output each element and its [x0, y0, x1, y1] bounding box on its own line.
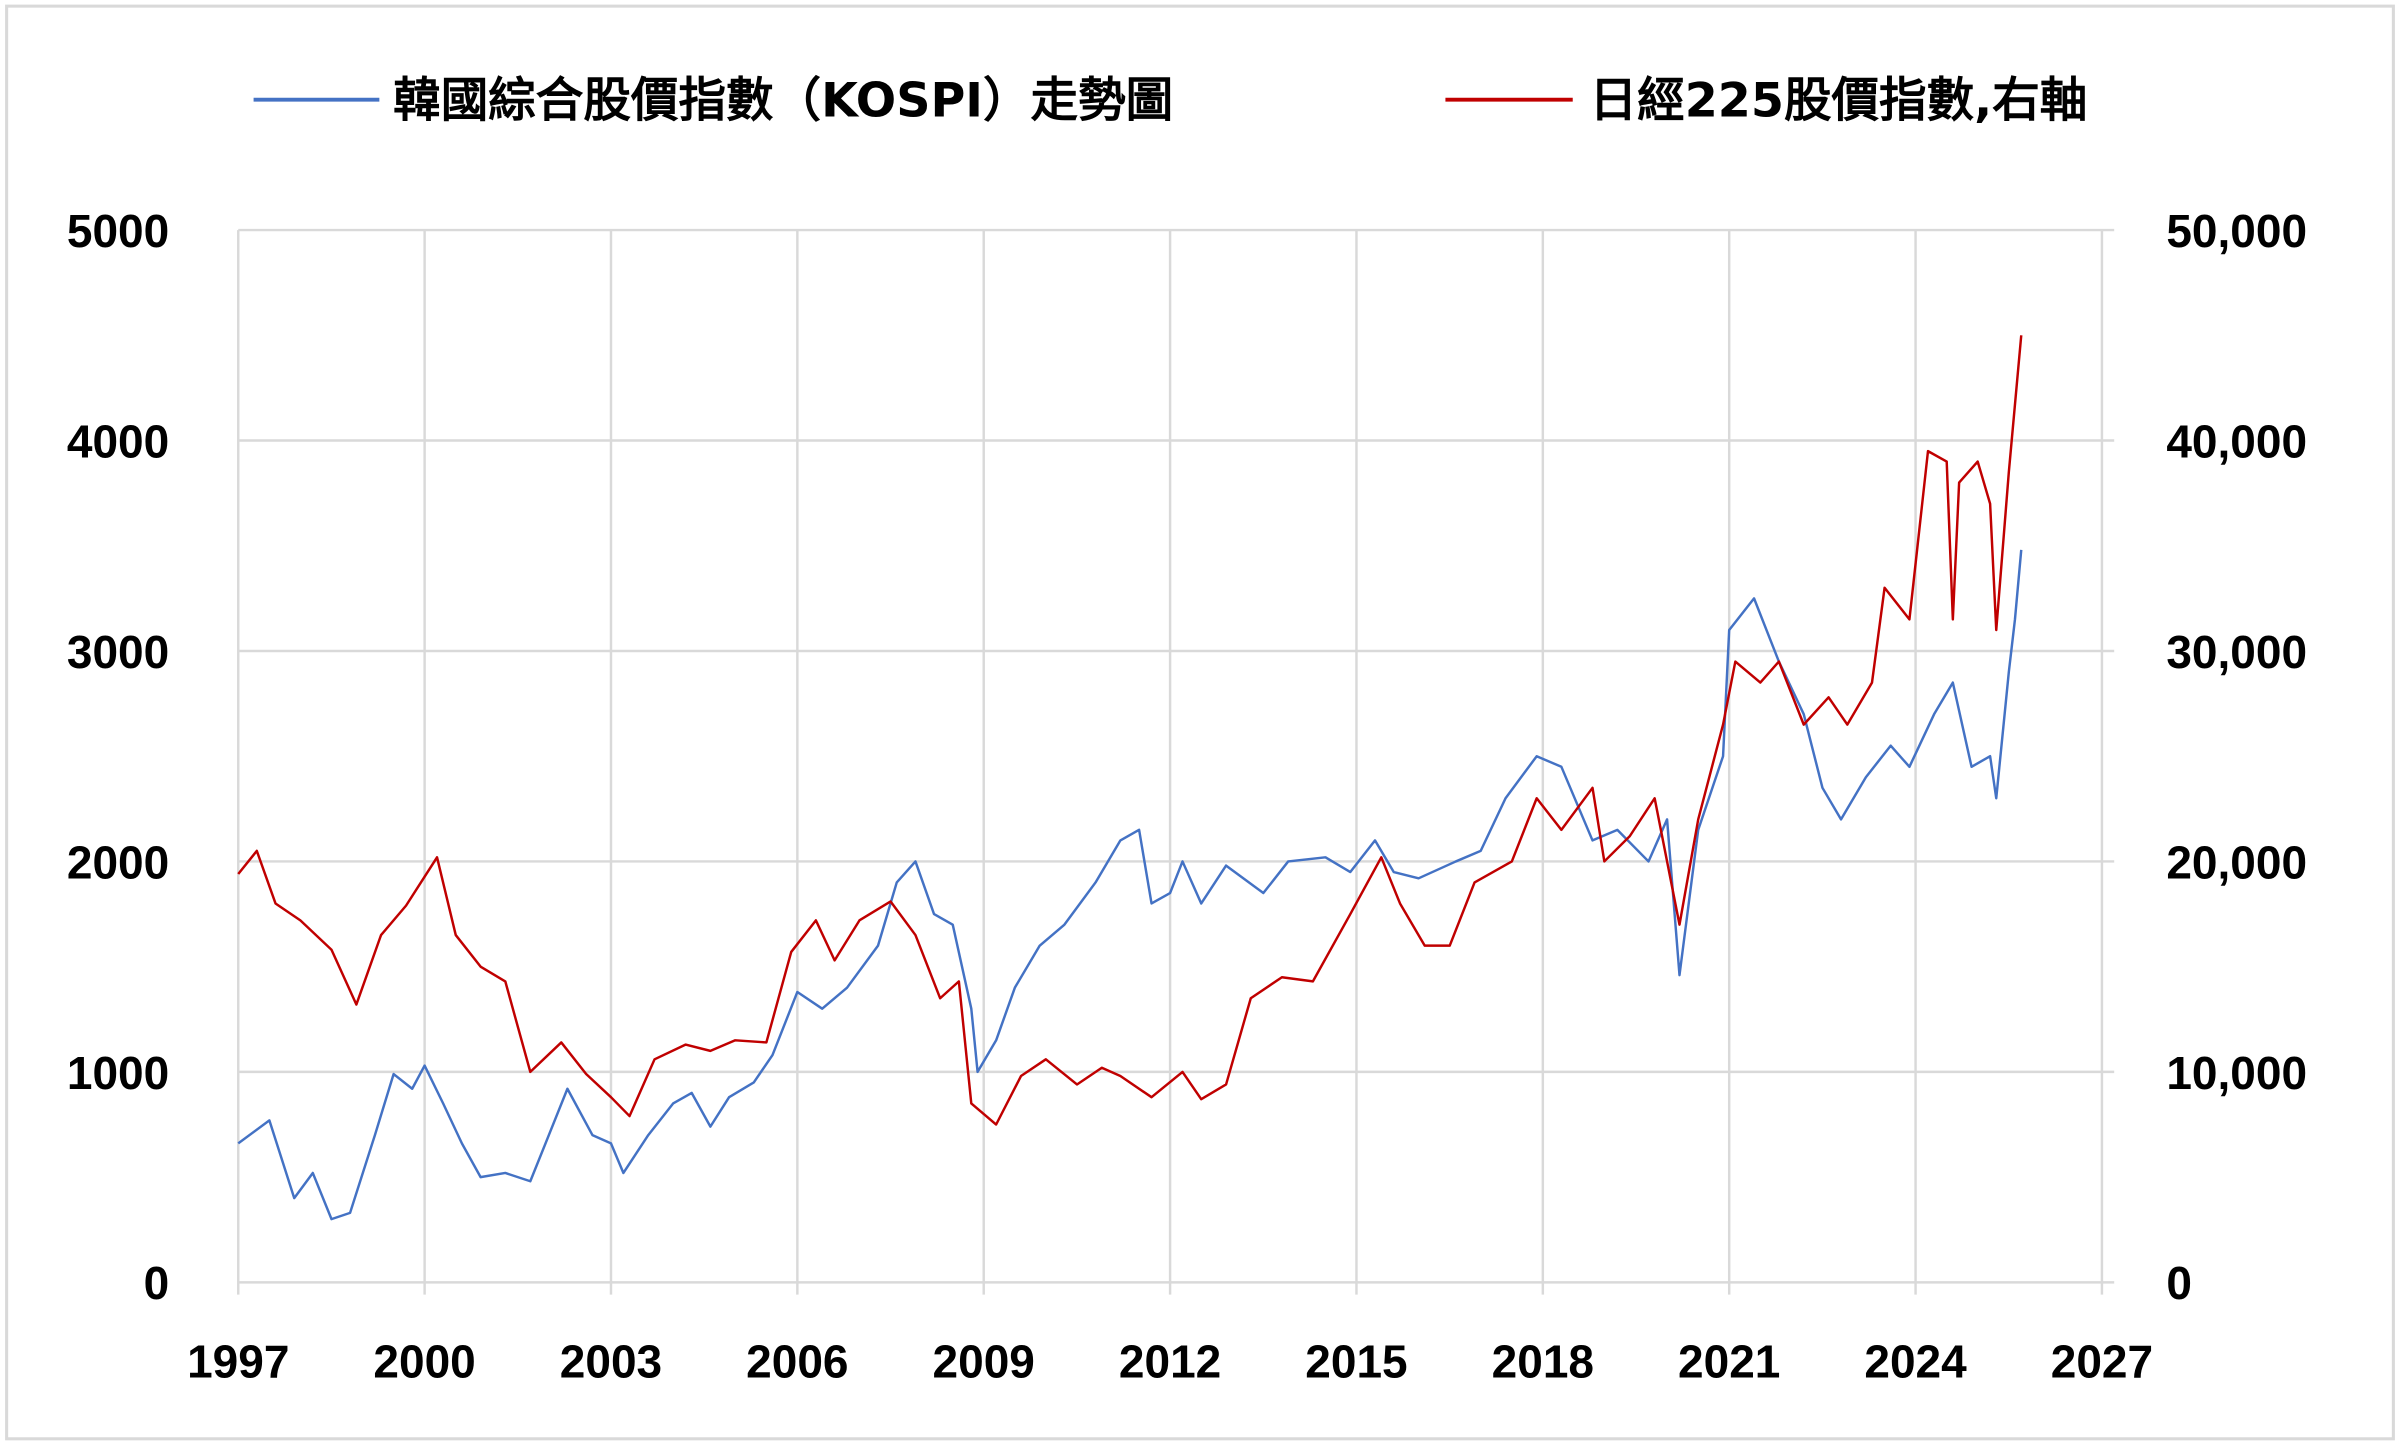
right-tick-label: 50,000: [2166, 205, 2307, 257]
x-tick-label: 2018: [1492, 1335, 1594, 1387]
left-axis-ticks: 0 1000 2000 3000 4000 5000: [67, 205, 169, 1309]
left-tick-label: 4000: [67, 415, 169, 467]
x-tick-label: 2003: [560, 1335, 662, 1387]
gridlines: [237, 228, 2115, 1295]
legend-label-nikkei: 日經225股價指數,右軸: [1590, 74, 2088, 129]
chart-frame: [5, 4, 2395, 1441]
legend: 韓國綜合股價指數（KOSPI）走勢圖 日經225股價指數,右軸: [253, 74, 2088, 129]
x-tick-label: 2027: [2051, 1335, 2153, 1387]
nikkei-line: [237, 335, 2023, 1126]
right-tick-label: 20,000: [2166, 836, 2307, 888]
left-tick-label: 1000: [67, 1047, 169, 1099]
x-tick-label: 2006: [746, 1335, 848, 1387]
right-axis-ticks: 0 10,000 20,000 30,000 40,000 50,000: [2166, 205, 2307, 1309]
x-tick-label: 2000: [373, 1335, 475, 1387]
left-tick-label: 5000: [67, 205, 169, 257]
x-tick-label: 2024: [1864, 1335, 1967, 1387]
right-tick-label: 10,000: [2166, 1047, 2307, 1099]
x-tick-label: 2009: [933, 1335, 1035, 1387]
legend-label-kospi: 韓國綜合股價指數（KOSPI）走勢圖: [393, 74, 1173, 129]
x-axis-ticks: 1997 2000 2003 2006 2009 2012 2015 2018 2021 2024…: [187, 1335, 2153, 1387]
x-tick-label: 2021: [1678, 1335, 1780, 1387]
right-tick-label: 30,000: [2166, 626, 2307, 678]
right-tick-label: 0: [2166, 1257, 2192, 1309]
x-tick-label: 2012: [1119, 1335, 1221, 1387]
left-tick-label: 0: [144, 1257, 170, 1309]
left-tick-label: 3000: [67, 626, 169, 678]
x-tick-label: 1997: [187, 1335, 289, 1387]
x-tick-label: 2015: [1305, 1335, 1407, 1387]
series-lines: [237, 335, 2023, 1221]
left-tick-label: 2000: [67, 836, 169, 888]
right-tick-label: 40,000: [2166, 415, 2307, 467]
